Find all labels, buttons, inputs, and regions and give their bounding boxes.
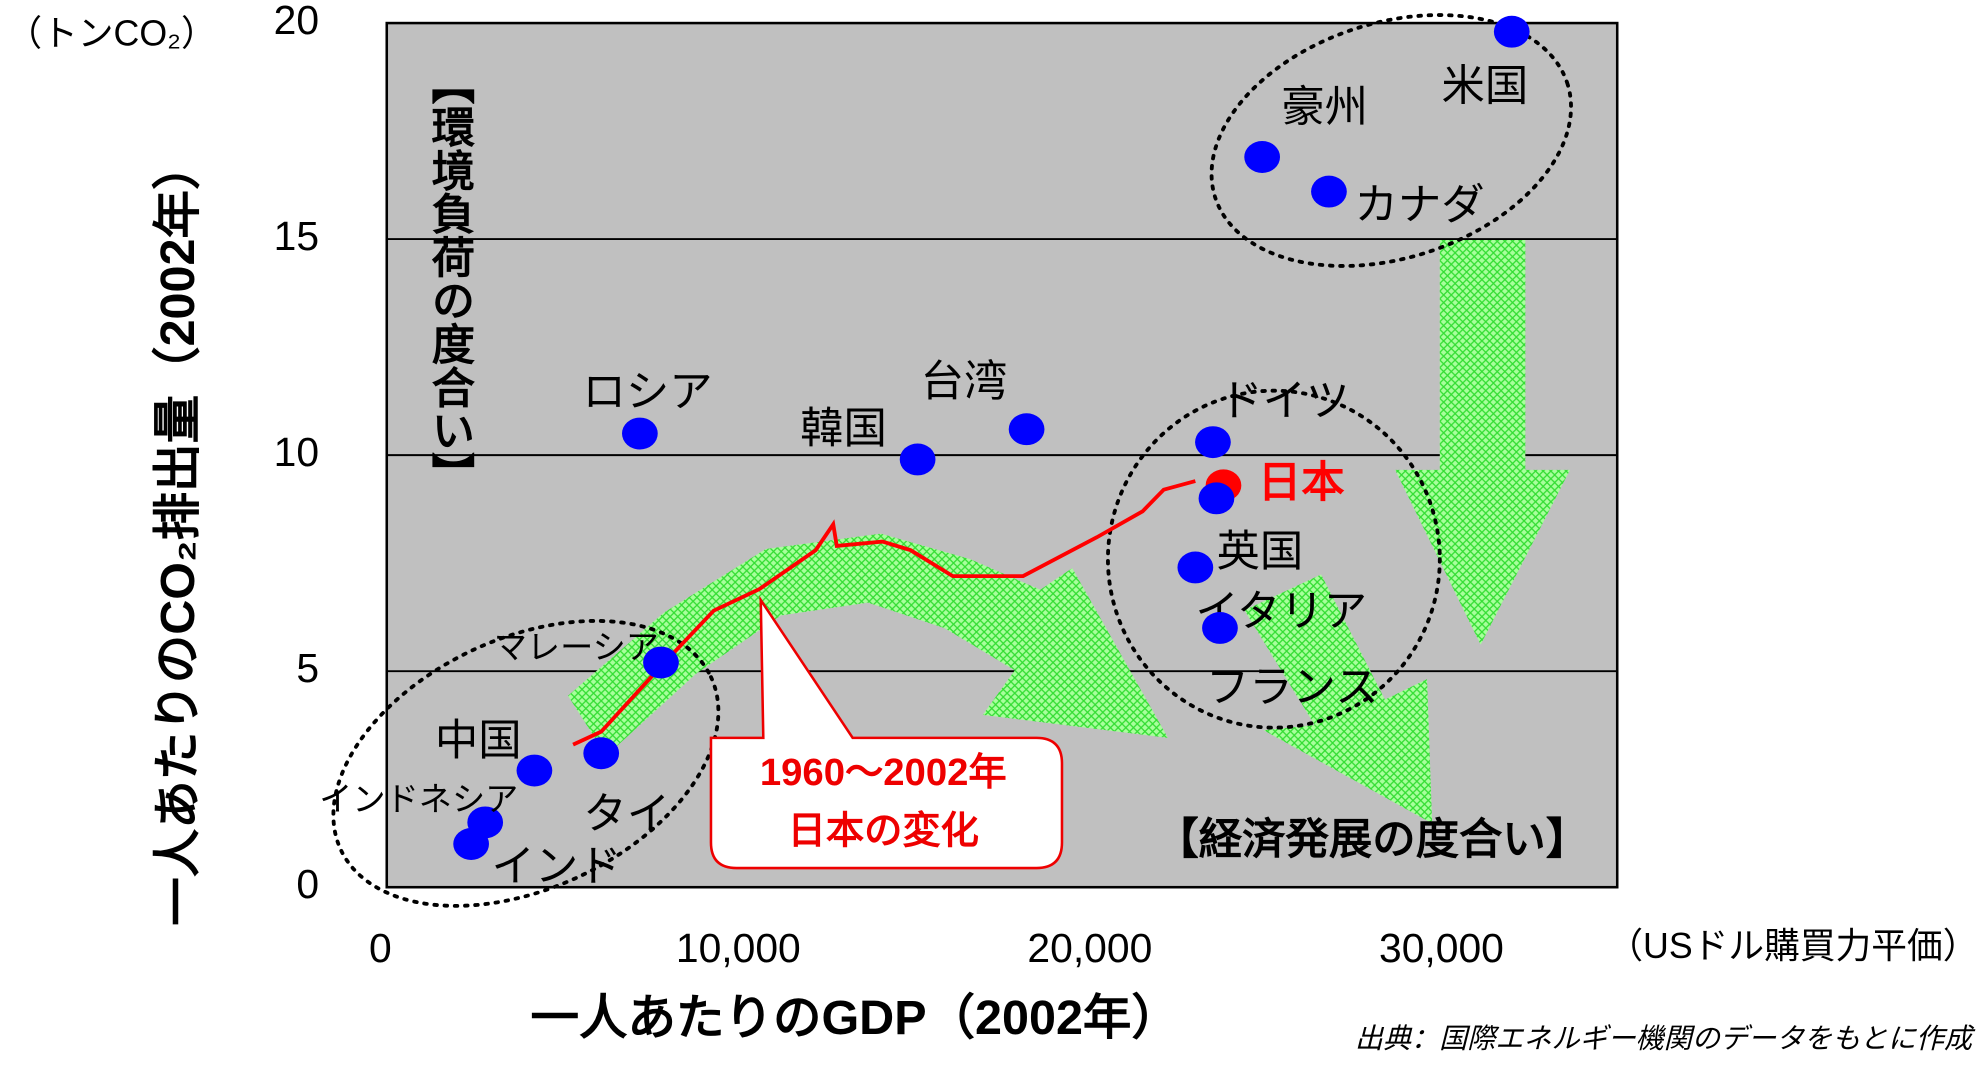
y-tick-label: 10 <box>274 429 319 475</box>
point-label: 台湾 <box>921 358 1008 406</box>
point-label: インドネシア <box>319 782 518 819</box>
vertical-annotation: 【環境負荷の度合い】 <box>425 61 475 495</box>
callout-text: 日本の変化 <box>788 809 979 853</box>
arrow <box>568 533 1168 756</box>
point-label: 日本 <box>1258 459 1345 507</box>
point-label: 米国 <box>1442 63 1529 111</box>
point <box>1311 175 1347 208</box>
x-axis-title: 一人あたりのGDP（2002年） <box>530 991 1180 1045</box>
x-tick-label: 10,000 <box>676 925 801 971</box>
point <box>899 443 936 476</box>
point <box>1177 551 1214 584</box>
x-unit: （USドル購買力平価） <box>1607 926 1978 966</box>
x-tick-label: 30,000 <box>1379 925 1504 971</box>
point <box>1195 426 1231 459</box>
point <box>1202 612 1238 644</box>
callout-period: 1960～2002年 <box>760 751 1007 794</box>
y-unit: （トンCO₂） <box>6 13 216 53</box>
x-tick-label: 0 <box>369 925 392 971</box>
trajectory-line <box>572 479 1196 747</box>
point-label: 韓国 <box>800 405 887 453</box>
point-label: 豪州 <box>1281 83 1368 131</box>
group-outline <box>1209 13 1573 268</box>
group-outline <box>331 618 721 908</box>
point <box>1244 141 1281 173</box>
point <box>583 737 620 770</box>
y-tick-label: 5 <box>296 645 319 691</box>
point <box>1008 413 1045 446</box>
point-label: フランス <box>1206 664 1379 712</box>
point-label: ドイツ <box>1219 377 1349 425</box>
point <box>643 646 679 679</box>
horizontal-annotation: 【経済発展の度合い】 <box>1155 816 1589 864</box>
point-label: 英国 <box>1216 528 1303 576</box>
source: 出典：国際エネルギー機関のデータをもとに作成 <box>1355 1023 1976 1054</box>
point <box>1493 15 1530 48</box>
point-label: インド <box>492 843 622 891</box>
arrow <box>1244 574 1433 824</box>
point <box>453 828 489 860</box>
y-tick-label: 15 <box>274 213 319 259</box>
point <box>622 417 658 450</box>
callout-box <box>709 595 1064 870</box>
point-label: ロシア <box>582 369 712 417</box>
point <box>516 754 553 787</box>
group-outline <box>1106 388 1442 730</box>
point-label: マレーシア <box>494 630 659 667</box>
point-label: タイ <box>583 791 670 839</box>
y-tick-label: 20 <box>274 0 319 43</box>
y-tick-label: 0 <box>296 861 319 907</box>
y-axis-title: 一人あたりのCO₂排出量（2002年） <box>151 142 205 926</box>
point <box>1198 482 1235 515</box>
point-label: 中国 <box>435 717 522 765</box>
point-label: カナダ <box>1354 182 1484 230</box>
x-tick-label: 20,000 <box>1027 925 1152 971</box>
